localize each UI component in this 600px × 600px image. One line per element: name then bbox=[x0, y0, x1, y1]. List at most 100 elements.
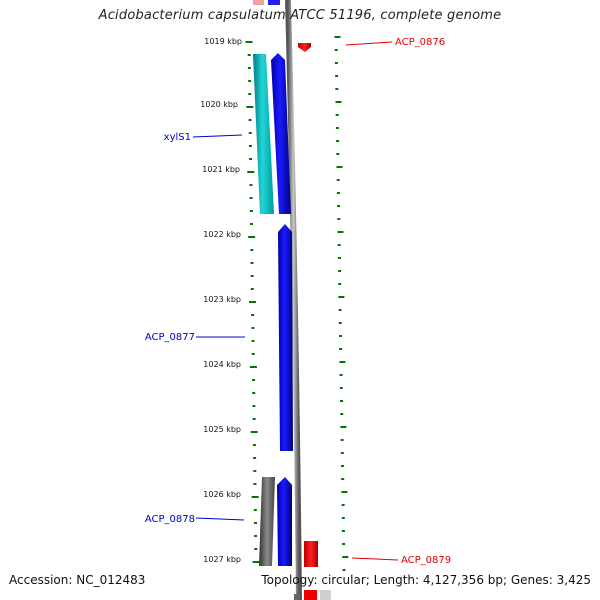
left-tick-column bbox=[245, 41, 260, 563]
right-minor-tick bbox=[339, 348, 343, 350]
gene-blue-upper-arrow[interactable] bbox=[271, 53, 291, 214]
left-major-tick bbox=[251, 496, 259, 498]
left-minor-tick bbox=[253, 509, 257, 511]
left-minor-tick bbox=[249, 197, 253, 199]
right-major-tick bbox=[338, 296, 345, 298]
leader-acp-0878 bbox=[195, 517, 245, 521]
left-minor-tick bbox=[252, 444, 256, 446]
right-minor-tick bbox=[336, 179, 340, 181]
left-minor-tick bbox=[251, 327, 255, 329]
right-minor-tick bbox=[338, 283, 342, 285]
left-minor-tick bbox=[248, 80, 252, 82]
right-major-tick bbox=[340, 426, 347, 428]
right-minor-tick bbox=[338, 322, 342, 324]
left-minor-tick bbox=[253, 483, 257, 485]
top-fragment-blue bbox=[268, 0, 280, 5]
left-minor-tick bbox=[247, 67, 251, 69]
right-minor-tick bbox=[336, 192, 340, 194]
right-minor-tick bbox=[338, 309, 342, 311]
left-minor-tick bbox=[254, 535, 258, 537]
right-major-tick bbox=[336, 166, 343, 168]
left-minor-tick bbox=[252, 379, 256, 381]
right-major-tick bbox=[335, 101, 342, 103]
leader-acp-0876 bbox=[345, 41, 393, 46]
right-minor-tick bbox=[335, 114, 339, 116]
left-minor-tick bbox=[250, 275, 254, 277]
kbp-label-1023: 1023 kbp bbox=[203, 295, 241, 304]
right-major-tick bbox=[337, 231, 344, 233]
gene-xyls1-block[interactable] bbox=[253, 54, 274, 214]
left-minor-tick bbox=[254, 548, 258, 550]
right-minor-tick bbox=[341, 517, 345, 519]
left-minor-tick bbox=[248, 93, 252, 95]
left-minor-tick bbox=[248, 132, 252, 134]
kbp-label-1021: 1021 kbp bbox=[202, 165, 240, 174]
gene-label-acp-0878[interactable]: ACP_0878 bbox=[145, 514, 195, 525]
left-minor-tick bbox=[250, 223, 253, 225]
right-major-tick bbox=[339, 361, 346, 363]
left-minor-tick bbox=[251, 353, 255, 355]
left-minor-tick bbox=[254, 522, 257, 524]
gene-label-xyls1[interactable]: xylS1 bbox=[164, 132, 191, 143]
genome-summary-text: Topology: circular; Length: 4,127,356 bp… bbox=[261, 573, 591, 587]
right-minor-tick bbox=[336, 153, 340, 155]
left-major-tick bbox=[252, 561, 260, 563]
genome-backbone bbox=[285, 0, 302, 600]
right-minor-tick bbox=[340, 439, 344, 441]
right-minor-tick bbox=[341, 465, 344, 467]
right-minor-tick bbox=[339, 387, 343, 389]
left-major-tick bbox=[247, 171, 255, 173]
left-major-tick bbox=[250, 431, 258, 433]
left-minor-tick bbox=[252, 418, 256, 420]
kbp-labels: 1019 kbp 1020 kbp 1021 kbp 1022 kbp 1023… bbox=[200, 37, 242, 564]
kbp-label-1026: 1026 kbp bbox=[203, 490, 241, 499]
right-minor-tick bbox=[334, 49, 338, 51]
left-minor-tick bbox=[253, 457, 257, 459]
right-minor-tick bbox=[339, 335, 342, 337]
right-major-tick bbox=[334, 36, 341, 38]
left-major-tick bbox=[245, 41, 253, 43]
left-minor-tick bbox=[252, 405, 256, 407]
left-minor-tick bbox=[253, 470, 257, 472]
right-minor-tick bbox=[337, 244, 341, 246]
right-minor-tick bbox=[338, 270, 342, 272]
bottom-fragment-lightgray bbox=[320, 590, 331, 600]
top-fragment-pink bbox=[253, 0, 264, 5]
right-minor-tick bbox=[337, 205, 341, 207]
right-minor-tick bbox=[340, 413, 344, 415]
right-major-tick bbox=[342, 556, 349, 558]
gene-acp-0878-block[interactable] bbox=[259, 477, 275, 566]
gene-blue-lower-arrow[interactable] bbox=[277, 477, 292, 566]
right-minor-tick bbox=[341, 478, 345, 480]
left-minor-tick bbox=[248, 145, 252, 147]
gene-acp-0877-arrow[interactable] bbox=[278, 224, 293, 451]
left-minor-tick bbox=[250, 288, 254, 290]
right-minor-tick bbox=[337, 218, 341, 220]
bottom-fragment-red bbox=[304, 590, 317, 600]
gene-label-acp-0877[interactable]: ACP_0877 bbox=[145, 332, 195, 343]
right-minor-tick bbox=[336, 140, 340, 142]
left-minor-tick bbox=[247, 54, 251, 56]
kbp-label-1022: 1022 kbp bbox=[203, 230, 241, 239]
gene-acp-0879-block[interactable] bbox=[304, 541, 318, 567]
right-minor-tick bbox=[335, 88, 339, 90]
kbp-label-1027: 1027 kbp bbox=[203, 555, 241, 564]
right-major-tick bbox=[341, 491, 348, 493]
gene-label-acp-0879[interactable]: ACP_0879 bbox=[401, 555, 451, 566]
left-minor-tick bbox=[251, 314, 255, 316]
accession-text: Accession: NC_012483 bbox=[9, 573, 146, 587]
leader-xyls1 bbox=[192, 134, 243, 138]
right-minor-tick bbox=[337, 257, 341, 259]
right-minor-tick bbox=[340, 452, 344, 454]
kbp-label-1019: 1019 kbp bbox=[204, 37, 242, 46]
kbp-label-1020: 1020 kbp bbox=[200, 100, 238, 109]
bottom-fragment-gray bbox=[294, 594, 300, 600]
kbp-label-1024: 1024 kbp bbox=[203, 360, 241, 369]
right-minor-tick bbox=[334, 62, 338, 64]
gene-label-acp-0876[interactable]: ACP_0876 bbox=[395, 37, 445, 48]
right-minor-tick bbox=[335, 127, 339, 129]
left-minor-tick bbox=[249, 210, 253, 212]
gene-acp-0876-arrow[interactable] bbox=[298, 43, 311, 52]
left-minor-tick bbox=[248, 119, 252, 121]
